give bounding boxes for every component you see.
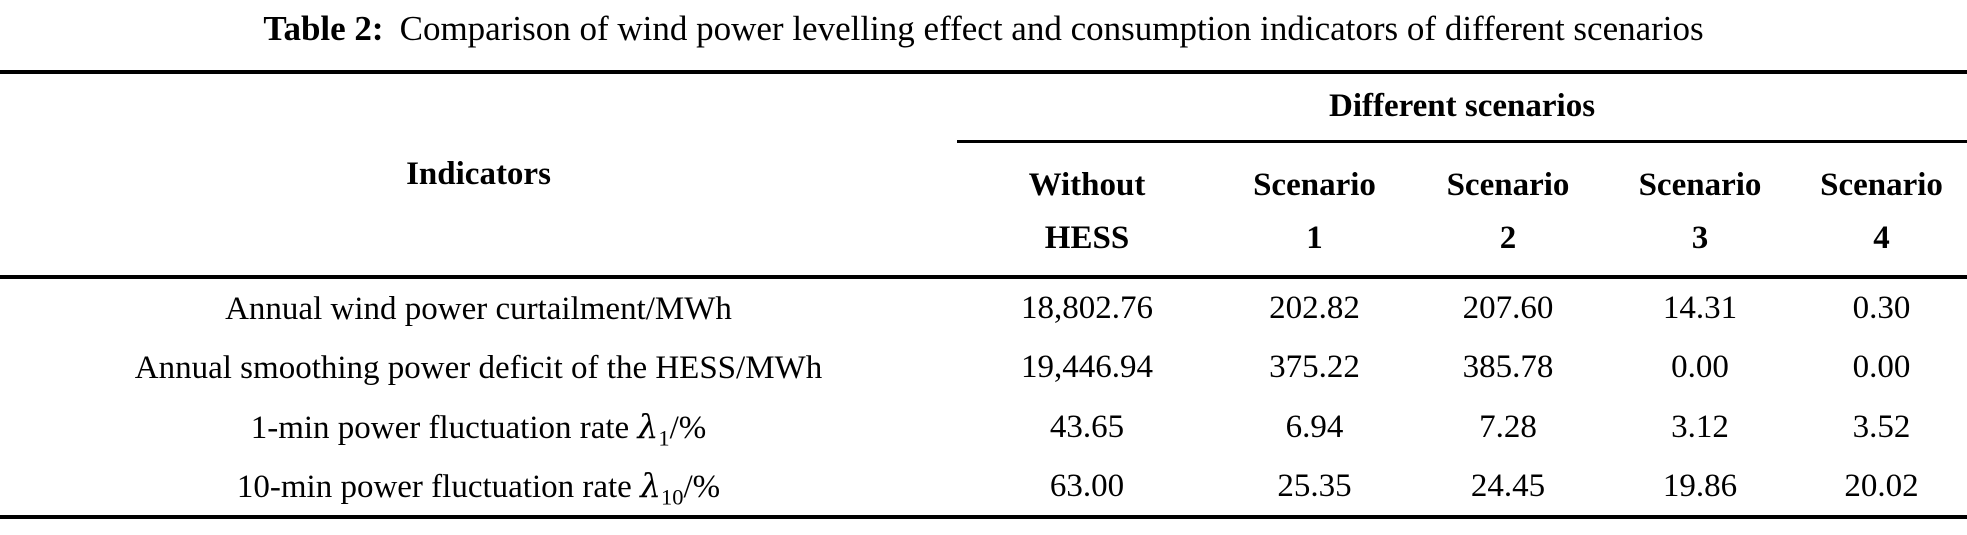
table-row-curtailment: Annual wind power curtailment/MWh 18,802…: [0, 277, 1967, 337]
value-cell: 43.65: [1049, 409, 1125, 445]
col-header-scenario-3-line2: 3: [1691, 219, 1709, 256]
indicator-unit: /%: [683, 468, 721, 505]
col-header-scenario-2: Scenario 2: [1412, 141, 1604, 279]
value-cell: 18,802.76: [1021, 290, 1153, 326]
value-cell: 375.22: [1269, 349, 1360, 385]
row-indicator-label: 1-min power fluctuation rate λ1/%: [0, 397, 957, 457]
value-cell: 14.31: [1662, 290, 1738, 326]
table-caption: Table 2: Comparison of wind power levelli…: [0, 0, 1967, 52]
value-cell: 19,446.94: [1021, 349, 1153, 385]
indicator-text: 1-min power fluctuation rate: [250, 409, 638, 446]
value-cell: 0.30: [1852, 290, 1911, 326]
table-caption-text: Comparison of wind power levelling effec…: [399, 9, 1704, 48]
table-caption-label: Table 2:: [263, 9, 384, 48]
value-cell: 63.00: [1049, 468, 1125, 504]
indicators-column-header: Indicators: [0, 72, 957, 279]
col-header-scenario-1-line2: 1: [1306, 219, 1323, 256]
value-cell: 7.28: [1479, 409, 1537, 445]
value-cell: 385.78: [1462, 349, 1554, 385]
different-scenarios-group-header: Different scenarios: [957, 72, 1967, 143]
header-group-row: Indicators Different scenarios: [0, 72, 1967, 279]
lambda-subscript: 1: [658, 425, 670, 451]
col-header-without-hess-line2: HESS: [1044, 219, 1130, 256]
value-cell: 202.82: [1269, 290, 1360, 326]
col-header-scenario-1-line1: Scenario: [1253, 166, 1376, 203]
table-row-smoothing-deficit: Annual smoothing power deficit of the HE…: [0, 337, 1967, 397]
col-header-scenario-3: Scenario 3: [1604, 141, 1796, 279]
table-row-1min-fluctuation: 1-min power fluctuation rate λ1/% 43.65 …: [0, 397, 1967, 457]
value-cell: 0.00: [1671, 349, 1729, 385]
value-cell: 3.12: [1671, 409, 1729, 445]
value-cell: 19.86: [1662, 468, 1738, 504]
col-header-scenario-2-line2: 2: [1499, 219, 1517, 256]
col-header-scenario-1: Scenario 1: [1217, 141, 1412, 279]
col-header-without-hess-line1: Without: [1028, 166, 1146, 203]
value-cell: 3.52: [1852, 409, 1911, 445]
row-indicator-label: 10-min power fluctuation rate λ10/%: [0, 457, 957, 517]
row-indicator-label: Annual smoothing power deficit of the HE…: [0, 337, 957, 397]
lambda-subscript: 10: [661, 484, 684, 510]
table-row-10min-fluctuation: 10-min power fluctuation rate λ10/% 63.0…: [0, 457, 1967, 517]
col-header-scenario-2-line1: Scenario: [1446, 166, 1570, 203]
col-header-without-hess: Without HESS: [957, 141, 1217, 279]
indicator-text: 10-min power fluctuation rate: [236, 468, 641, 505]
value-cell: 25.35: [1277, 468, 1352, 504]
comparison-table: Indicators Different scenarios Without H…: [0, 70, 1967, 519]
col-header-scenario-4: Scenario 4: [1796, 141, 1967, 279]
value-cell: 24.45: [1470, 468, 1546, 504]
col-header-scenario-4-line2: 4: [1873, 219, 1890, 256]
value-cell: 0.00: [1852, 349, 1911, 385]
col-header-scenario-4-line1: Scenario: [1820, 166, 1943, 203]
row-indicator-label: Annual wind power curtailment/MWh: [0, 277, 957, 337]
lambda-symbol: λ: [640, 465, 661, 505]
col-header-scenario-3-line1: Scenario: [1638, 166, 1762, 203]
value-cell: 20.02: [1844, 468, 1919, 504]
indicator-unit: /%: [669, 409, 707, 446]
value-cell: 6.94: [1285, 409, 1344, 445]
header-columns-row: Without HESS Scenario 1 Scenario 2 Scena…: [0, 141, 1967, 279]
indicator-text: Annual smoothing power deficit of the HE…: [134, 349, 823, 386]
value-cell: 207.60: [1462, 290, 1554, 326]
lambda-symbol: λ: [637, 406, 659, 446]
indicator-text: Annual wind power curtailment/MWh: [225, 290, 732, 327]
